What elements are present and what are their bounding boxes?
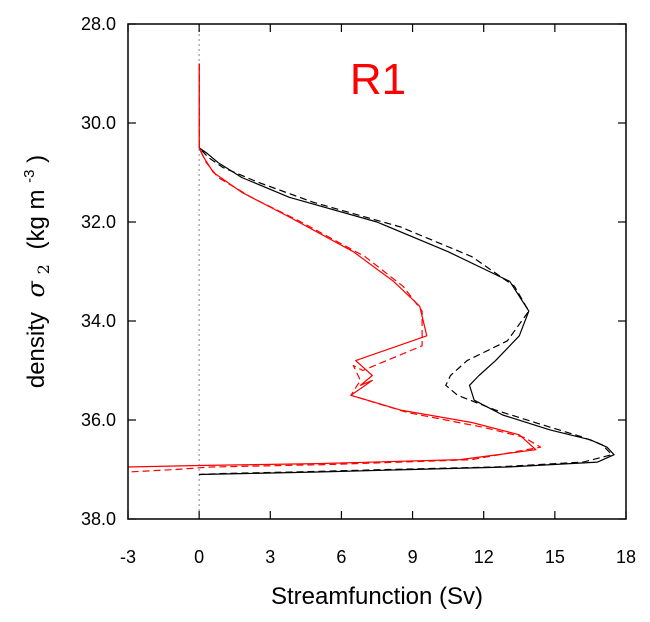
x-tick-label: 9 (408, 547, 418, 567)
y-tick-label: 30.0 (81, 113, 116, 133)
plot-frame (127, 23, 627, 520)
series-line-4 (127, 63, 542, 473)
y-tick-label: 34.0 (81, 311, 116, 331)
y-tick-label: 36.0 (81, 410, 116, 430)
y-axis-title-unit: (kg m (23, 190, 50, 250)
series-line-3 (127, 63, 537, 468)
series-line-1 (198, 63, 615, 476)
x-axis-title: Streamfunction (Sv) (271, 583, 483, 610)
x-tick-label: 0 (194, 547, 204, 567)
y-tick-label: 38.0 (81, 509, 116, 529)
y-axis-title-prefix: density (23, 312, 50, 388)
x-tick-label: 15 (545, 547, 565, 567)
y-tick-label: 32.0 (81, 212, 116, 232)
y-tick-label: 28.0 (81, 14, 116, 34)
y-axis-title: density σ 2 (kg m -3 ) (13, 155, 55, 388)
x-tick-label: 12 (474, 547, 494, 567)
y-axis-title-subscript: 2 (34, 264, 53, 274)
series-layer (127, 63, 615, 476)
y-axis-title-exponent: -3 (21, 170, 38, 183)
y-axis-title-close: ) (23, 155, 50, 163)
series-line-2 (198, 63, 613, 476)
x-tick-label: -3 (120, 547, 136, 567)
tick-layer: -3 0 3 6 9 12 15 18 28.0 30.0 32.0 34.0 36.0 38.0 (81, 14, 636, 567)
panel-label: R1 (350, 55, 406, 104)
x-tick-label: 18 (616, 547, 636, 567)
y-axis-title-symbol: σ (22, 280, 50, 297)
x-tick-label: 6 (336, 547, 346, 567)
x-tick-label: 3 (265, 547, 275, 567)
